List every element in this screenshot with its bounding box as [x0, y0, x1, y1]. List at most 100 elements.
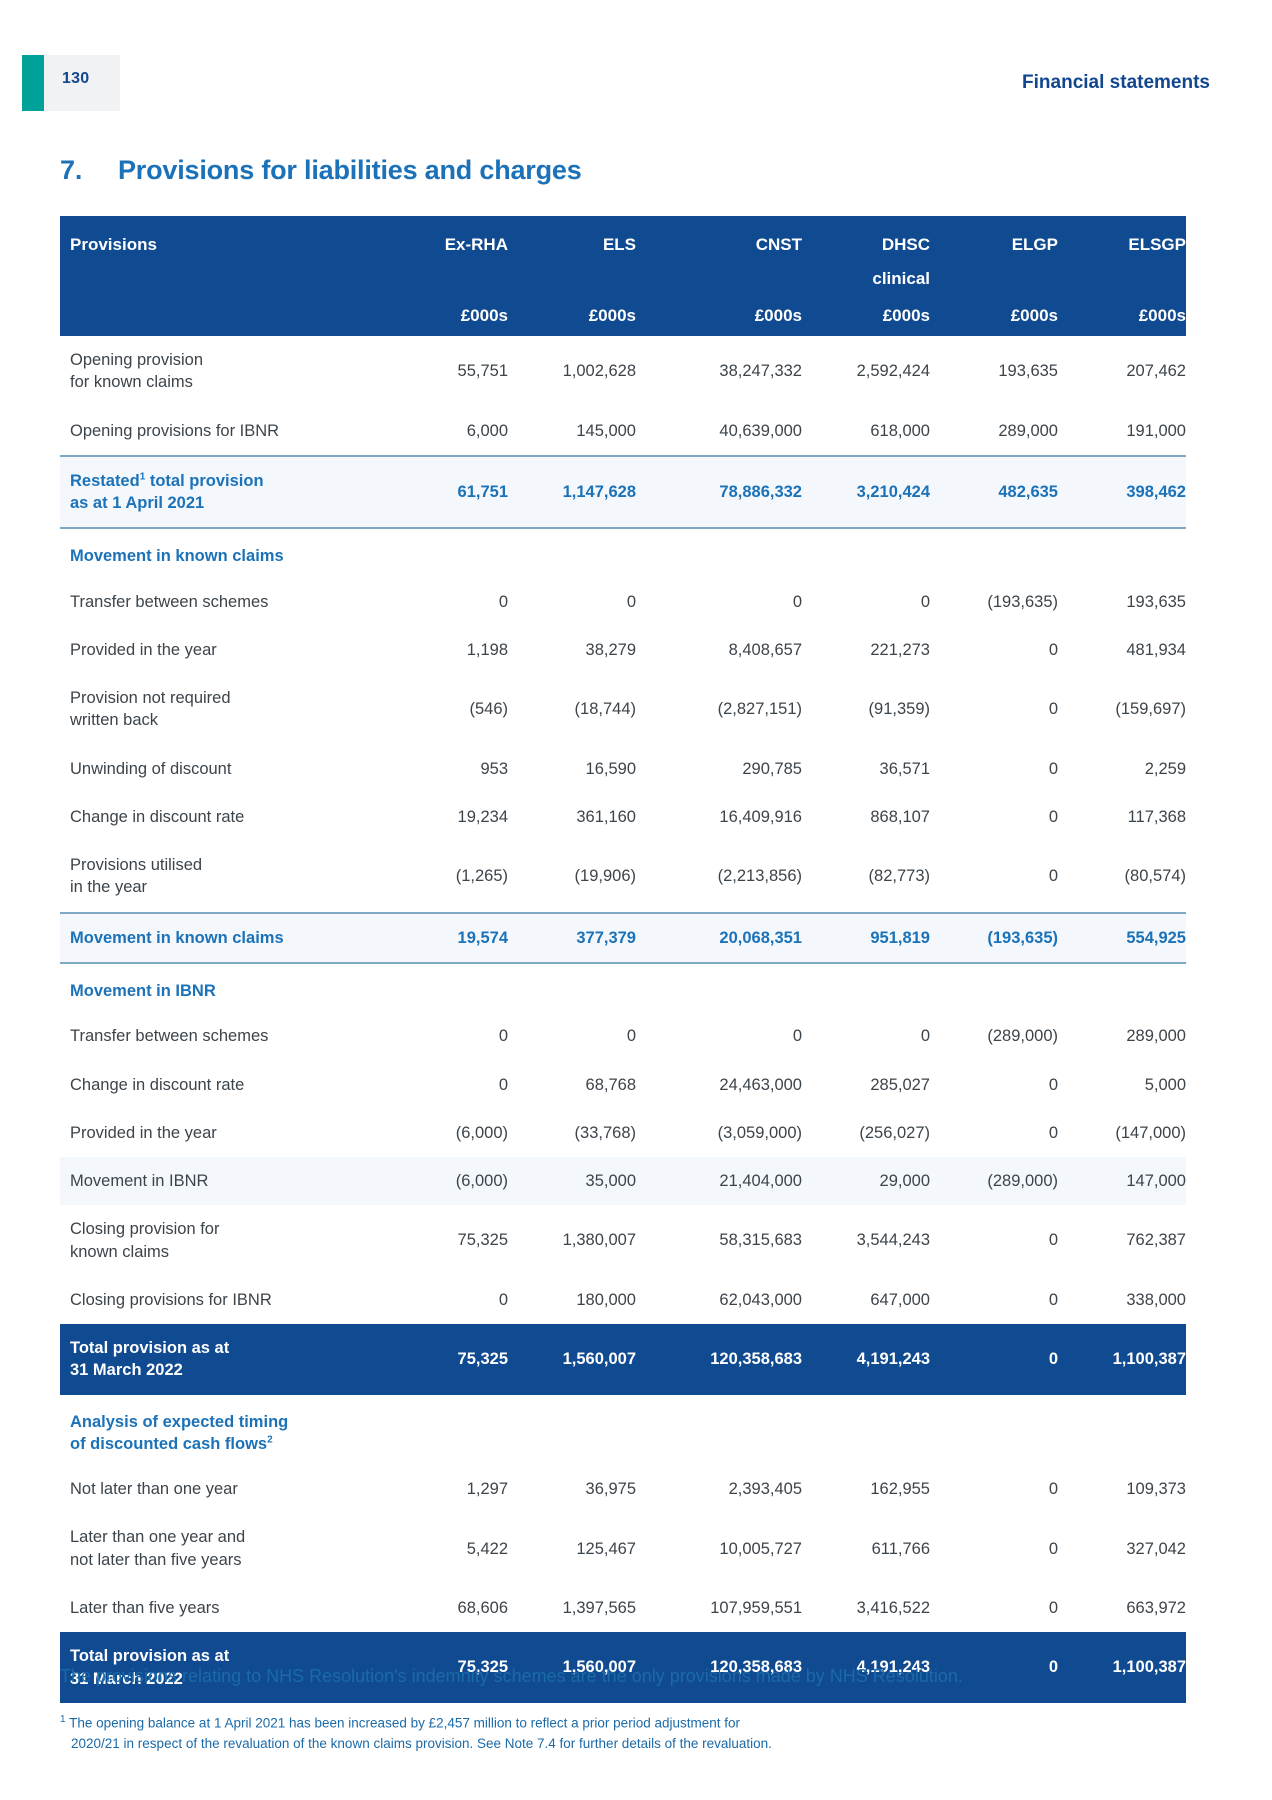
- cell-value: 207,462: [1058, 336, 1186, 407]
- cell-value: (33,768): [508, 1108, 636, 1158]
- row-label: Total provision as at 31 March 2022: [60, 1324, 380, 1395]
- row-label: Analysis of expected timing of discounted…: [60, 1394, 380, 1466]
- cell-value: 147,000: [1058, 1157, 1186, 1206]
- cell-value: [802, 1394, 930, 1466]
- cell-value: 0: [802, 577, 930, 626]
- row-label: Provisions utilised in the year: [60, 841, 380, 913]
- row-label-line2: of discounted cash flows2: [70, 1434, 273, 1453]
- cell-value: 377,379: [508, 911, 636, 964]
- row-label-line1: Movement in known claims: [70, 547, 284, 566]
- cell-value: 868,107: [802, 792, 930, 842]
- cell-value: 618,000: [802, 406, 930, 456]
- cell-value: (6,000): [380, 1108, 508, 1158]
- row-label: Restated1 total provision as at 1 April 2…: [60, 454, 380, 530]
- row-label: Transfer between schemes: [60, 577, 380, 626]
- cell-value: 2,592,424: [802, 336, 930, 407]
- row-label: Movement in known claims: [60, 528, 380, 578]
- cell-value: 0: [802, 1012, 930, 1061]
- cell-value: (3,059,000): [636, 1108, 802, 1158]
- table-row: Movement in known claims 19,574 377,379 20,…: [60, 911, 1186, 964]
- row-label: Not later than one year: [60, 1465, 380, 1514]
- row-label: Movement in IBNR: [60, 1157, 380, 1206]
- cell-value: 481,934: [1058, 625, 1186, 675]
- cell-value: 953: [380, 744, 508, 793]
- cell-value: 0: [636, 1012, 802, 1061]
- cell-value: 0: [508, 1012, 636, 1061]
- cell-value: 75,325: [380, 1205, 508, 1276]
- cell-value: 68,768: [508, 1060, 636, 1109]
- cell-value: (91,359): [802, 674, 930, 745]
- column-units-cnst: £000s: [636, 296, 802, 336]
- row-label: Provided in the year: [60, 1108, 380, 1158]
- table-row: Provisions utilised in the year (1,265) (19…: [60, 841, 1186, 913]
- row-label: Later than one year and not later than fi…: [60, 1513, 380, 1584]
- cell-value: 21,404,000: [636, 1157, 802, 1206]
- row-label-line1: Analysis of expected timing: [70, 1412, 289, 1431]
- column-subheader-els: [508, 262, 636, 296]
- cell-value: 0: [380, 1060, 508, 1109]
- cell-value: (546): [380, 674, 508, 745]
- cell-value: 145,000: [508, 406, 636, 456]
- cell-value: (193,635): [930, 577, 1058, 626]
- row-label-line1: Total provision as at: [70, 1647, 230, 1666]
- cell-value: 0: [930, 792, 1058, 842]
- cell-value: 762,387: [1058, 1205, 1186, 1276]
- footnote-1: 1 The opening balance at 1 April 2021 ha…: [60, 1712, 1110, 1734]
- table-row: Transfer between schemes 0 0 0 0 (289,000) 289…: [60, 1012, 1186, 1061]
- table-row: Later than one year and not later than fi…: [60, 1513, 1186, 1584]
- row-label: Movement in IBNR: [60, 962, 380, 1013]
- cell-value: 62,043,000: [636, 1275, 802, 1325]
- row-label-line1: Unwinding of discount: [70, 759, 232, 778]
- cell-value: (256,027): [802, 1108, 930, 1158]
- cell-value: 36,571: [802, 744, 930, 793]
- column-subheader-dhsc-clinical: clinical: [802, 262, 930, 296]
- table-body: Opening provision for known claims 55,751 1…: [60, 336, 1186, 1703]
- table-head-row-subtitles: clinical: [60, 262, 1186, 296]
- table-row: Movement in IBNR (6,000) 35,000 21,404,000 2…: [60, 1157, 1186, 1206]
- cell-value: 1,100,387: [1058, 1632, 1186, 1703]
- cell-value: 0: [508, 577, 636, 626]
- row-label-line1: Closing provision for: [70, 1220, 220, 1239]
- row-label: Total provision as at 31 March 2022: [60, 1632, 380, 1703]
- cell-value: 951,819: [802, 911, 930, 964]
- cell-value: 75,325: [380, 1324, 508, 1395]
- cell-value: 647,000: [802, 1275, 930, 1325]
- cell-value: 361,160: [508, 792, 636, 842]
- footnotes: 1 The opening balance at 1 April 2021 ha…: [60, 1712, 1110, 1755]
- cell-value: 8,408,657: [636, 625, 802, 675]
- cell-value: [930, 1394, 1058, 1466]
- row-label: Unwinding of discount: [60, 744, 380, 793]
- cell-value: [802, 528, 930, 578]
- table-head: Provisions Ex-RHA ELS CNST DHSC ELGP ELS…: [60, 216, 1186, 336]
- cell-value: (2,827,151): [636, 674, 802, 745]
- cell-value: [508, 528, 636, 578]
- cell-value: 20,068,351: [636, 911, 802, 964]
- cell-value: [508, 1394, 636, 1466]
- cell-value: (159,697): [1058, 674, 1186, 745]
- cell-value: 0: [380, 577, 508, 626]
- cell-value: 61,751: [380, 454, 508, 530]
- table-row: Movement in IBNR: [60, 962, 1186, 1013]
- cell-value: (6,000): [380, 1157, 508, 1206]
- cell-value: 0: [380, 1275, 508, 1325]
- table-row: Change in discount rate 0 68,768 24,463,000…: [60, 1060, 1186, 1109]
- column-header-els: ELS: [508, 216, 636, 262]
- cell-value: 120,358,683: [636, 1632, 802, 1703]
- cell-value: (80,574): [1058, 841, 1186, 913]
- row-label-line1: Movement in IBNR: [70, 981, 216, 1000]
- row-label: Later than five years: [60, 1583, 380, 1633]
- cell-value: 0: [930, 674, 1058, 745]
- cell-value: 125,467: [508, 1513, 636, 1584]
- column-header-cnst: CNST: [636, 216, 802, 262]
- cell-value: 2,393,405: [636, 1465, 802, 1514]
- cell-value: 0: [930, 1583, 1058, 1633]
- cell-value: (2,213,856): [636, 841, 802, 913]
- column-header-ex-rha: Ex-RHA: [380, 216, 508, 262]
- row-label-line2: written back: [70, 711, 159, 730]
- cell-value: 1,397,565: [508, 1583, 636, 1633]
- row-label: Opening provisions for IBNR: [60, 406, 380, 456]
- footnote-1-line1: The opening balance at 1 April 2021 has …: [69, 1715, 740, 1731]
- cell-value: 482,635: [930, 454, 1058, 530]
- row-label: Change in discount rate: [60, 792, 380, 842]
- column-units-dhsc: £000s: [802, 296, 930, 336]
